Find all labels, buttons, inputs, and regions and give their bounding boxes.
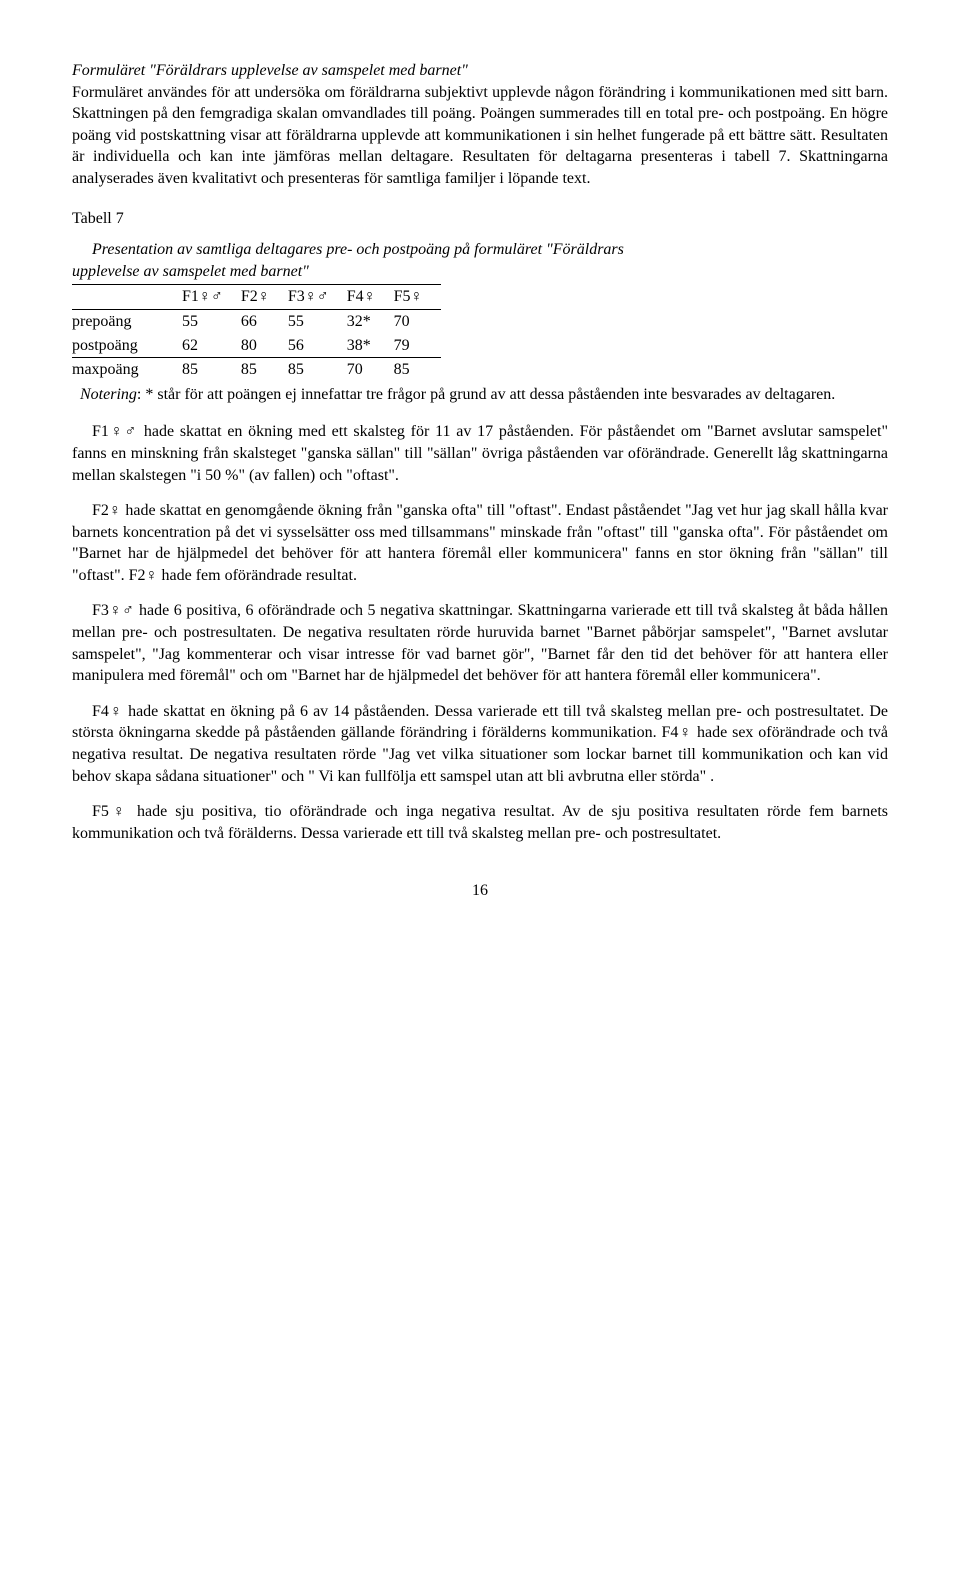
paragraph-f4: F4♀ hade skattat en ökning på 6 av 14 på… xyxy=(72,701,888,787)
table-header-cell: F4♀ xyxy=(347,285,394,310)
table-cell: 85 xyxy=(241,358,288,382)
table-cell: postpoäng xyxy=(72,334,182,358)
note-label: Notering xyxy=(80,386,137,403)
results-table: F1♀♂ F2♀ F3♀♂ F4♀ F5♀ prepoäng 55 66 55 … xyxy=(72,284,441,381)
table-cell: maxpoäng xyxy=(72,358,182,382)
table-note: Notering: * står för att poängen ej inne… xyxy=(72,384,888,406)
intro-text: Formuläret användes för att undersöka om… xyxy=(72,84,888,187)
table-header-cell: F3♀♂ xyxy=(288,285,347,310)
table-cell: 80 xyxy=(241,334,288,358)
paragraph-f2: F2♀ hade skattat en genomgående ökning f… xyxy=(72,500,888,586)
paragraph-f1: F1♀♂ hade skattat en ökning med ett skal… xyxy=(72,421,888,486)
table-cell: 32* xyxy=(347,309,394,333)
table-cell: 85 xyxy=(182,358,241,382)
table-cell: 56 xyxy=(288,334,347,358)
table-cell: 62 xyxy=(182,334,241,358)
table-row: prepoäng 55 66 55 32* 70 xyxy=(72,309,441,333)
table-label: Tabell 7 xyxy=(72,208,888,230)
table-cell: 55 xyxy=(288,309,347,333)
table-row: maxpoäng 85 85 85 70 85 xyxy=(72,358,441,382)
paragraph-f3: F3♀♂ hade 6 positiva, 6 oförändrade och … xyxy=(72,600,888,686)
table-header-cell xyxy=(72,285,182,310)
section-heading: Formuläret "Föräldrars upplevelse av sam… xyxy=(72,62,468,79)
intro-paragraph: Formuläret "Föräldrars upplevelse av sam… xyxy=(72,60,888,190)
table-caption-line2: upplevelse av samspelet med barnet" xyxy=(72,261,888,283)
table-header-cell: F5♀ xyxy=(394,285,441,310)
paragraph-f5: F5♀ hade sju positiva, tio oförändrade o… xyxy=(72,801,888,844)
table-cell: 85 xyxy=(394,358,441,382)
note-text: : * står för att poängen ej innefattar t… xyxy=(137,386,835,403)
table-header-cell: F2♀ xyxy=(241,285,288,310)
table-caption: Presentation av samtliga deltagares pre-… xyxy=(72,239,888,282)
table-cell: prepoäng xyxy=(72,309,182,333)
table-cell: 79 xyxy=(394,334,441,358)
page-number: 16 xyxy=(72,880,888,902)
table-cell: 55 xyxy=(182,309,241,333)
table-cell: 38* xyxy=(347,334,394,358)
table-cell: 70 xyxy=(394,309,441,333)
table-caption-line1: Presentation av samtliga deltagares pre-… xyxy=(92,241,624,258)
table-header-row: F1♀♂ F2♀ F3♀♂ F4♀ F5♀ xyxy=(72,285,441,310)
table-cell: 66 xyxy=(241,309,288,333)
table-header-cell: F1♀♂ xyxy=(182,285,241,310)
table-cell: 70 xyxy=(347,358,394,382)
table-row: postpoäng 62 80 56 38* 79 xyxy=(72,334,441,358)
table-cell: 85 xyxy=(288,358,347,382)
